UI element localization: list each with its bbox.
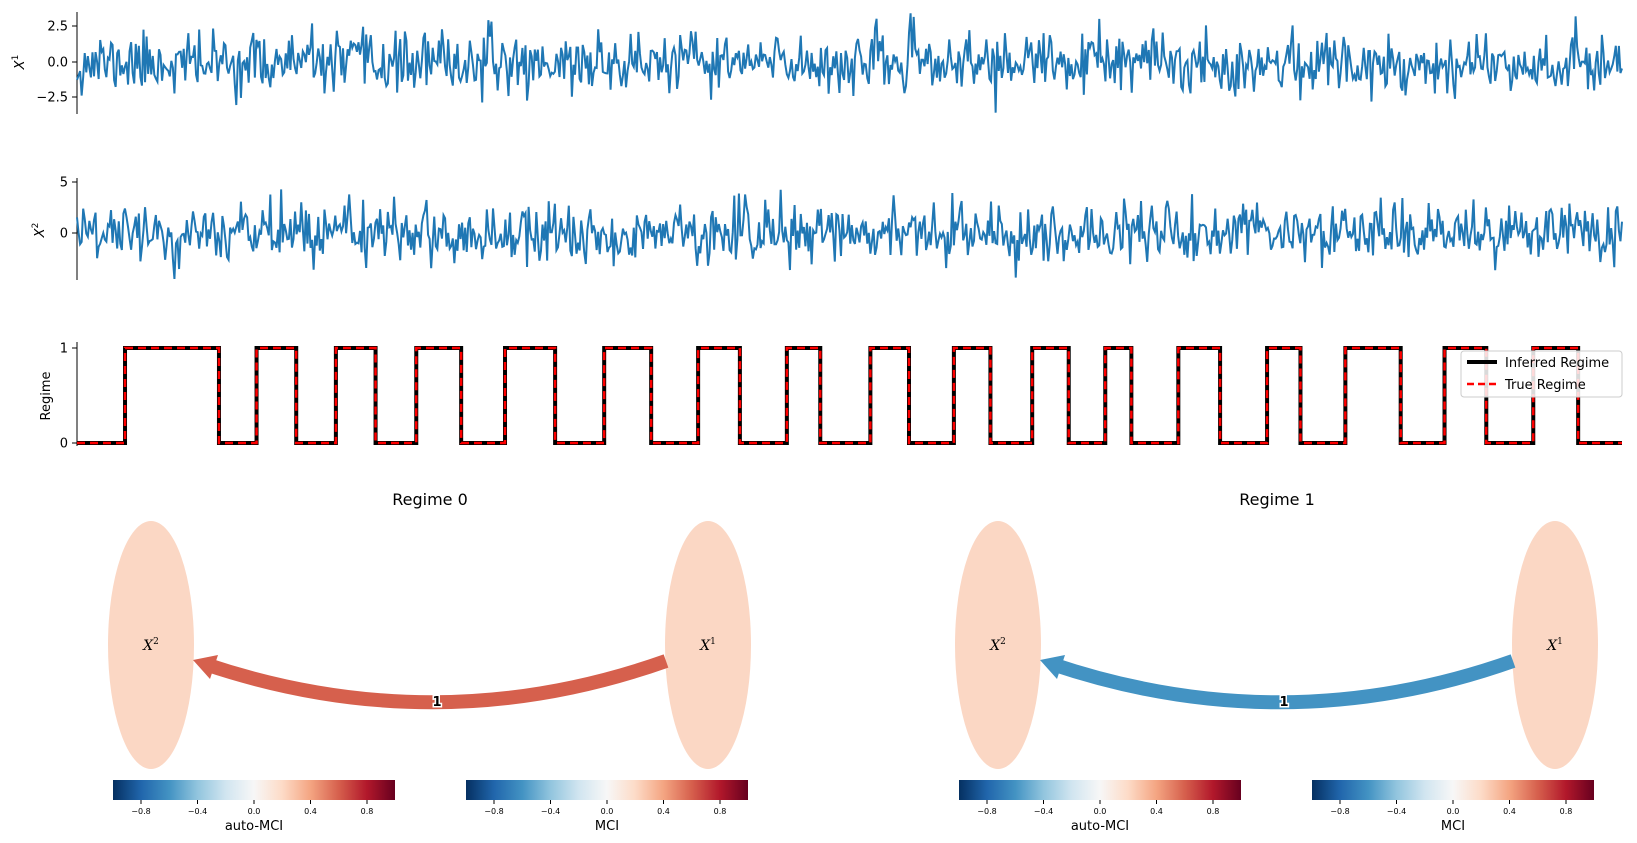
regime-1-title: Regime 1	[1239, 490, 1315, 509]
x1-ylabel-sup: 1	[11, 55, 21, 61]
regime-0-colorbar-mci-bar	[466, 780, 748, 800]
regime-1-auto-mci-tick-3: 0.4	[1150, 807, 1163, 816]
regime-ytick-0: 1	[60, 342, 77, 357]
regime-legend: Inferred Regime True Regime	[1460, 350, 1623, 398]
regime-1-auto-mci-tick-0: −0.8	[977, 807, 996, 816]
x1-ytick-0: 2.5	[47, 20, 77, 35]
regime-1-mci-tick-3: 0.4	[1503, 807, 1516, 816]
regime-0-auto-mci-tick-0: −0.8	[131, 807, 150, 816]
x2-ytick-1: 0	[60, 227, 77, 242]
regime-1-auto-mci-ticks: −0.8 −0.4 0.0 0.4 0.8	[977, 800, 1219, 816]
regime-1-auto-mci-tick-4: 0.8	[1207, 807, 1220, 816]
regime-1-auto-mci-tick-2: 0.0	[1094, 807, 1107, 816]
legend-box	[1460, 350, 1623, 398]
regime-0-node-x2-sup: 2	[153, 637, 159, 647]
regime-panel: 1 0 Regime Inferred Regime True Regime	[39, 342, 1623, 452]
regime-1-colorbar-mci-bar	[1312, 780, 1594, 800]
regime-ytick-label-0: 1	[60, 342, 68, 357]
legend-true-label: True Regime	[1504, 378, 1586, 393]
regime-ylabel: Regime	[39, 372, 54, 421]
regime-1-colorbar-auto-mci: −0.8 −0.4 0.0 0.4 0.8 auto-MCI	[959, 780, 1241, 834]
regime-0-mci-tick-1: −0.4	[541, 807, 560, 816]
x2-series-line	[76, 189, 1623, 280]
regime-0-colorbar-auto-mci-bar	[113, 780, 395, 800]
regime-1-mci-tick-1: −0.4	[1387, 807, 1406, 816]
x1-ytick-label-0: 2.5	[47, 20, 68, 35]
x2-ylabel-base: X	[33, 227, 48, 238]
x2-timeseries-panel: 5 0 X2	[31, 176, 1623, 280]
regime-0-auto-mci-tick-1: −0.4	[188, 807, 207, 816]
inferred-regime-line	[77, 346, 1622, 445]
regime-1-edge-arrowhead	[1040, 655, 1065, 679]
x1-ylabel: X1	[11, 55, 28, 71]
x1-timeseries-panel: 2.5 0.0 −2.5 X1	[11, 12, 1623, 114]
regime-0-colorbar-auto-mci: −0.8 −0.4 0.0 0.4 0.8 auto-MCI	[113, 780, 395, 834]
regime-0-auto-mci-tick-3: 0.4	[304, 807, 317, 816]
regime-0-mci-tick-0: −0.8	[484, 807, 503, 816]
regime-1-mci-label: MCI	[1441, 819, 1465, 834]
regime-1-edge	[1049, 654, 1516, 710]
regime-1-graph: Regime 1 1 X2 X1 −0.8 −0.4 0.0 0.4 0.8 a…	[955, 490, 1598, 834]
x2-ytick-label-1: 0	[60, 227, 68, 242]
regime-1-node-x1	[1512, 521, 1598, 769]
regime-1-node-x1-label: X1	[1546, 637, 1563, 654]
regime-1-node-x2-base: X	[989, 638, 1001, 654]
regime-0-mci-label: MCI	[595, 819, 619, 834]
true-regime-line	[77, 346, 1622, 445]
regime-0-auto-mci-tick-4: 0.8	[361, 807, 374, 816]
regime-0-graph: Regime 0 1 X2 X1 −0.8 −0.4 0.0 0.4 0.8 a…	[108, 490, 751, 834]
regime-0-auto-mci-ticks: −0.8 −0.4 0.0 0.4 0.8	[131, 800, 373, 816]
x2-ytick-label-0: 5	[60, 176, 68, 191]
x1-ytick-1: 0.0	[47, 56, 77, 71]
regime-1-mci-tick-0: −0.8	[1330, 807, 1349, 816]
regime-1-mci-tick-2: 0.0	[1447, 807, 1460, 816]
regime-0-colorbar-mci: −0.8 −0.4 0.0 0.4 0.8 MCI	[466, 780, 748, 834]
regime-0-node-x2	[108, 521, 194, 769]
regime-1-node-x2-label: X2	[989, 637, 1006, 654]
regime-0-node-x2-base: X	[142, 638, 154, 654]
x2-ytick-0: 5	[60, 176, 77, 191]
x1-ytick-2: −2.5	[36, 91, 77, 106]
regime-0-auto-mci-tick-2: 0.0	[248, 807, 261, 816]
regime-1-node-x2-sup: 2	[1000, 637, 1006, 647]
regime-1-mci-ticks: −0.8 −0.4 0.0 0.4 0.8	[1330, 800, 1572, 816]
regime-0-node-x1-label: X1	[699, 637, 716, 654]
legend-inferred-label: Inferred Regime	[1505, 356, 1609, 371]
regime-1-edge-label: 1	[1279, 695, 1288, 710]
regime-0-node-x2-label: X2	[142, 637, 159, 654]
regime-0-title: Regime 0	[392, 490, 468, 509]
regime-1-auto-mci-tick-1: −0.4	[1034, 807, 1053, 816]
x1-ytick-label-1: 0.0	[47, 56, 68, 71]
regime-ytick-1: 0	[60, 437, 77, 452]
regime-1-node-x1-sup: 1	[1557, 637, 1563, 647]
regime-0-node-x1-base: X	[699, 638, 711, 654]
regime-ytick-label-1: 0	[60, 437, 68, 452]
x1-ytick-label-2: −2.5	[36, 91, 68, 106]
regime-1-node-x2	[955, 521, 1041, 769]
regime-1-auto-mci-label: auto-MCI	[1071, 819, 1129, 834]
regime-0-edge	[202, 654, 669, 710]
regime-0-node-x1	[665, 521, 751, 769]
regime-0-edge-arrowhead	[193, 655, 218, 679]
x2-ylabel: X2	[31, 223, 48, 239]
regime-0-mci-ticks: −0.8 −0.4 0.0 0.4 0.8	[484, 800, 726, 816]
x1-series-line	[76, 13, 1623, 113]
regime-0-auto-mci-label: auto-MCI	[225, 819, 283, 834]
regime-1-colorbar-mci: −0.8 −0.4 0.0 0.4 0.8 MCI	[1312, 780, 1594, 834]
regime-0-mci-tick-3: 0.4	[657, 807, 670, 816]
regime-1-node-x1-base: X	[1546, 638, 1558, 654]
regime-0-node-x1-sup: 1	[710, 637, 716, 647]
regime-1-colorbar-auto-mci-bar	[959, 780, 1241, 800]
regime-1-mci-tick-4: 0.8	[1560, 807, 1573, 816]
regime-0-mci-tick-2: 0.0	[601, 807, 614, 816]
x2-ylabel-sup: 2	[31, 223, 41, 229]
regime-0-mci-tick-4: 0.8	[714, 807, 727, 816]
x1-ylabel-base: X	[13, 59, 28, 70]
regime-0-edge-label: 1	[432, 695, 441, 710]
